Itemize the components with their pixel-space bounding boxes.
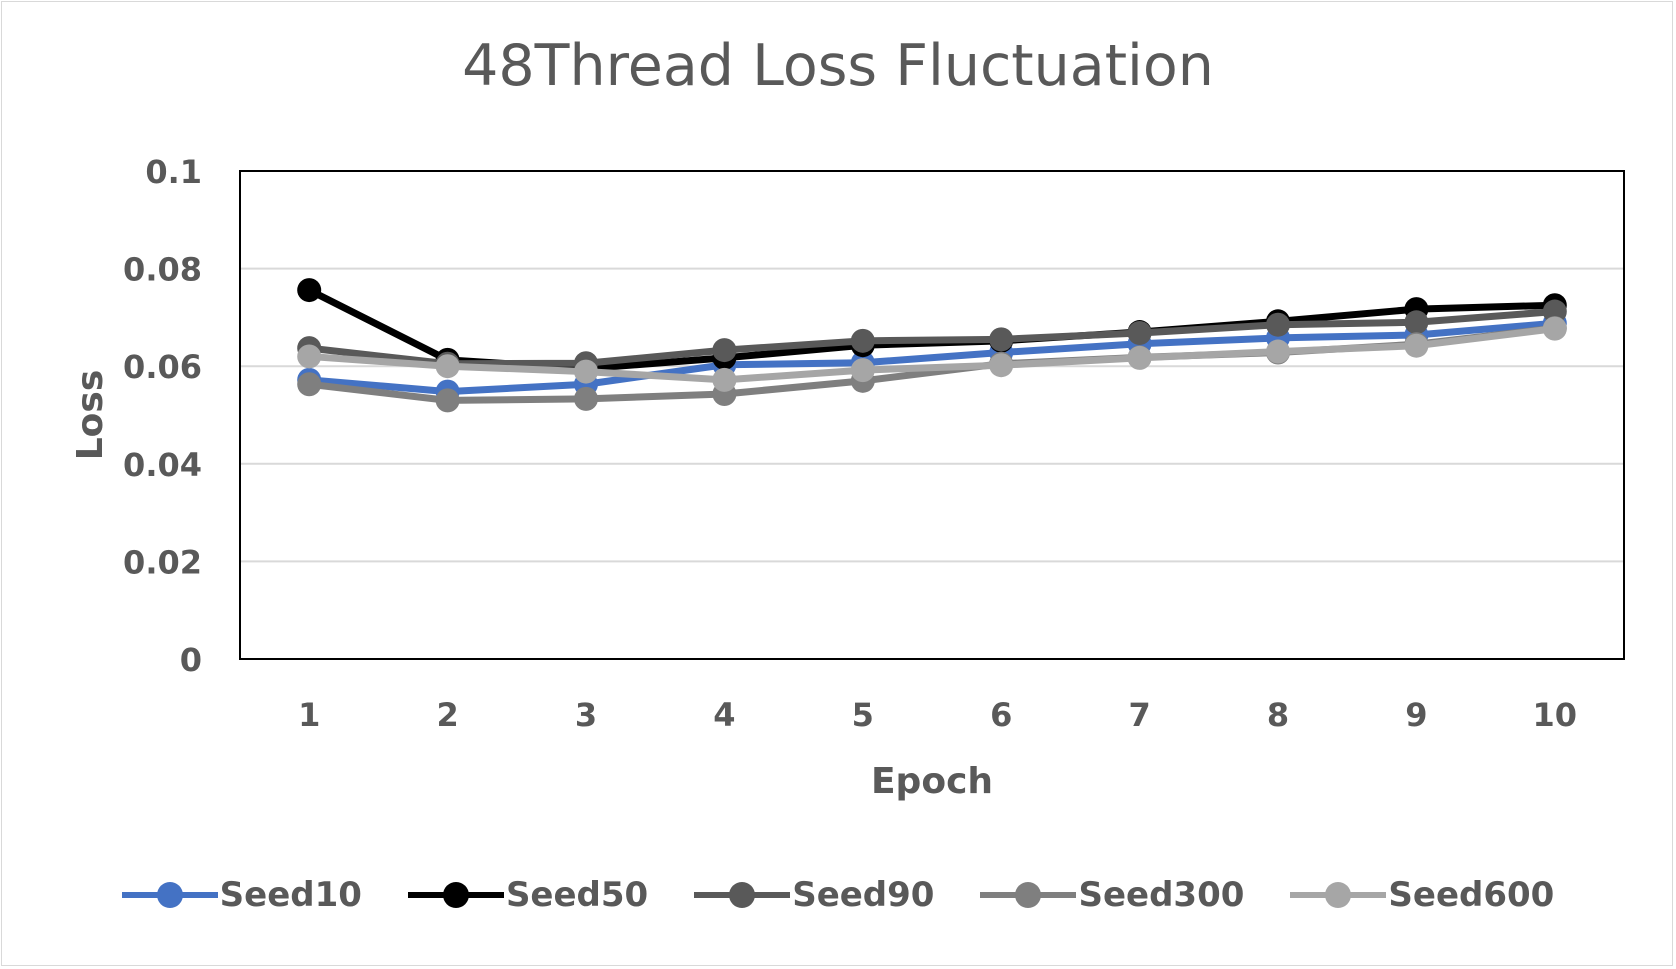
data-point: [712, 367, 737, 392]
y-tick-label: 0.02: [123, 543, 202, 581]
legend-item-seed300: Seed300: [980, 875, 1244, 915]
legend-marker-icon: [121, 882, 218, 908]
legend-item-seed90: Seed90: [694, 875, 934, 915]
y-tick-label: 0.06: [123, 348, 202, 386]
data-point: [1404, 333, 1429, 358]
series-line: [305, 325, 1559, 384]
series-lines: [297, 278, 1567, 413]
data-point: [1542, 316, 1567, 341]
legend-item-seed600: Seed600: [1290, 875, 1554, 915]
legend-item-seed50: Seed50: [407, 875, 649, 915]
legend-label: Seed600: [1388, 875, 1555, 915]
series-line: [305, 308, 1559, 368]
series-line: [305, 319, 1559, 396]
legend-marker-icon: [1290, 882, 1387, 908]
legend-marker-icon: [980, 882, 1077, 908]
chart-title: 48Thread Loss Fluctuation: [462, 33, 1214, 99]
series-seed600: [297, 316, 1567, 392]
data-point: [435, 354, 460, 379]
x-tick-label: 3: [575, 696, 597, 734]
x-tick-label: 9: [1405, 696, 1427, 734]
x-tick-label: 7: [1128, 696, 1150, 734]
y-axis-title: Loss: [70, 370, 111, 461]
legend-label: Seed90: [792, 875, 935, 915]
legend-marker-icon: [694, 882, 791, 908]
y-tick-label: 0.08: [123, 251, 202, 289]
data-point: [297, 372, 322, 397]
data-point: [1404, 310, 1429, 335]
data-point: [297, 278, 322, 303]
x-tick-label: 1: [298, 696, 320, 734]
legend-marker-icon: [407, 882, 504, 908]
x-tick-label: 2: [436, 696, 458, 734]
x-tick-label: 5: [852, 696, 874, 734]
data-point: [989, 327, 1014, 352]
x-tick-label: 6: [990, 696, 1012, 734]
data-point: [989, 353, 1014, 378]
data-point: [435, 388, 460, 413]
x-axis-title: Epoch: [871, 761, 993, 802]
legend-label: Seed10: [219, 875, 362, 915]
data-point: [1127, 321, 1152, 346]
data-point: [1542, 299, 1567, 324]
legend: Seed10 Seed50 Seed90 Seed300 Seed600: [0, 875, 1676, 915]
x-tick-label: 8: [1267, 696, 1289, 734]
data-point: [850, 328, 875, 353]
data-point: [1127, 345, 1152, 370]
legend-label: Seed300: [1078, 875, 1245, 915]
x-tick-label: 10: [1533, 696, 1578, 734]
y-tick-label: 0: [180, 641, 202, 679]
legend-label: Seed50: [505, 875, 649, 915]
y-tick-label: 0.1: [145, 153, 202, 191]
plot-area-border: [239, 170, 1625, 660]
x-tick-labels: 1 2 3 4 5 6 7 8 9 10: [298, 696, 1577, 734]
legend-item-seed10: Seed10: [121, 875, 362, 915]
data-point: [574, 386, 598, 411]
y-tick-label: 0.04: [123, 446, 202, 484]
data-point: [1266, 312, 1290, 337]
data-point: [297, 344, 322, 369]
data-point: [574, 359, 598, 384]
x-tick-label: 4: [713, 696, 735, 734]
data-point: [850, 358, 875, 383]
y-tick-labels: 0 0.02 0.04 0.06 0.08 0.1: [123, 153, 202, 679]
data-point: [712, 338, 737, 363]
data-point: [1266, 339, 1290, 364]
